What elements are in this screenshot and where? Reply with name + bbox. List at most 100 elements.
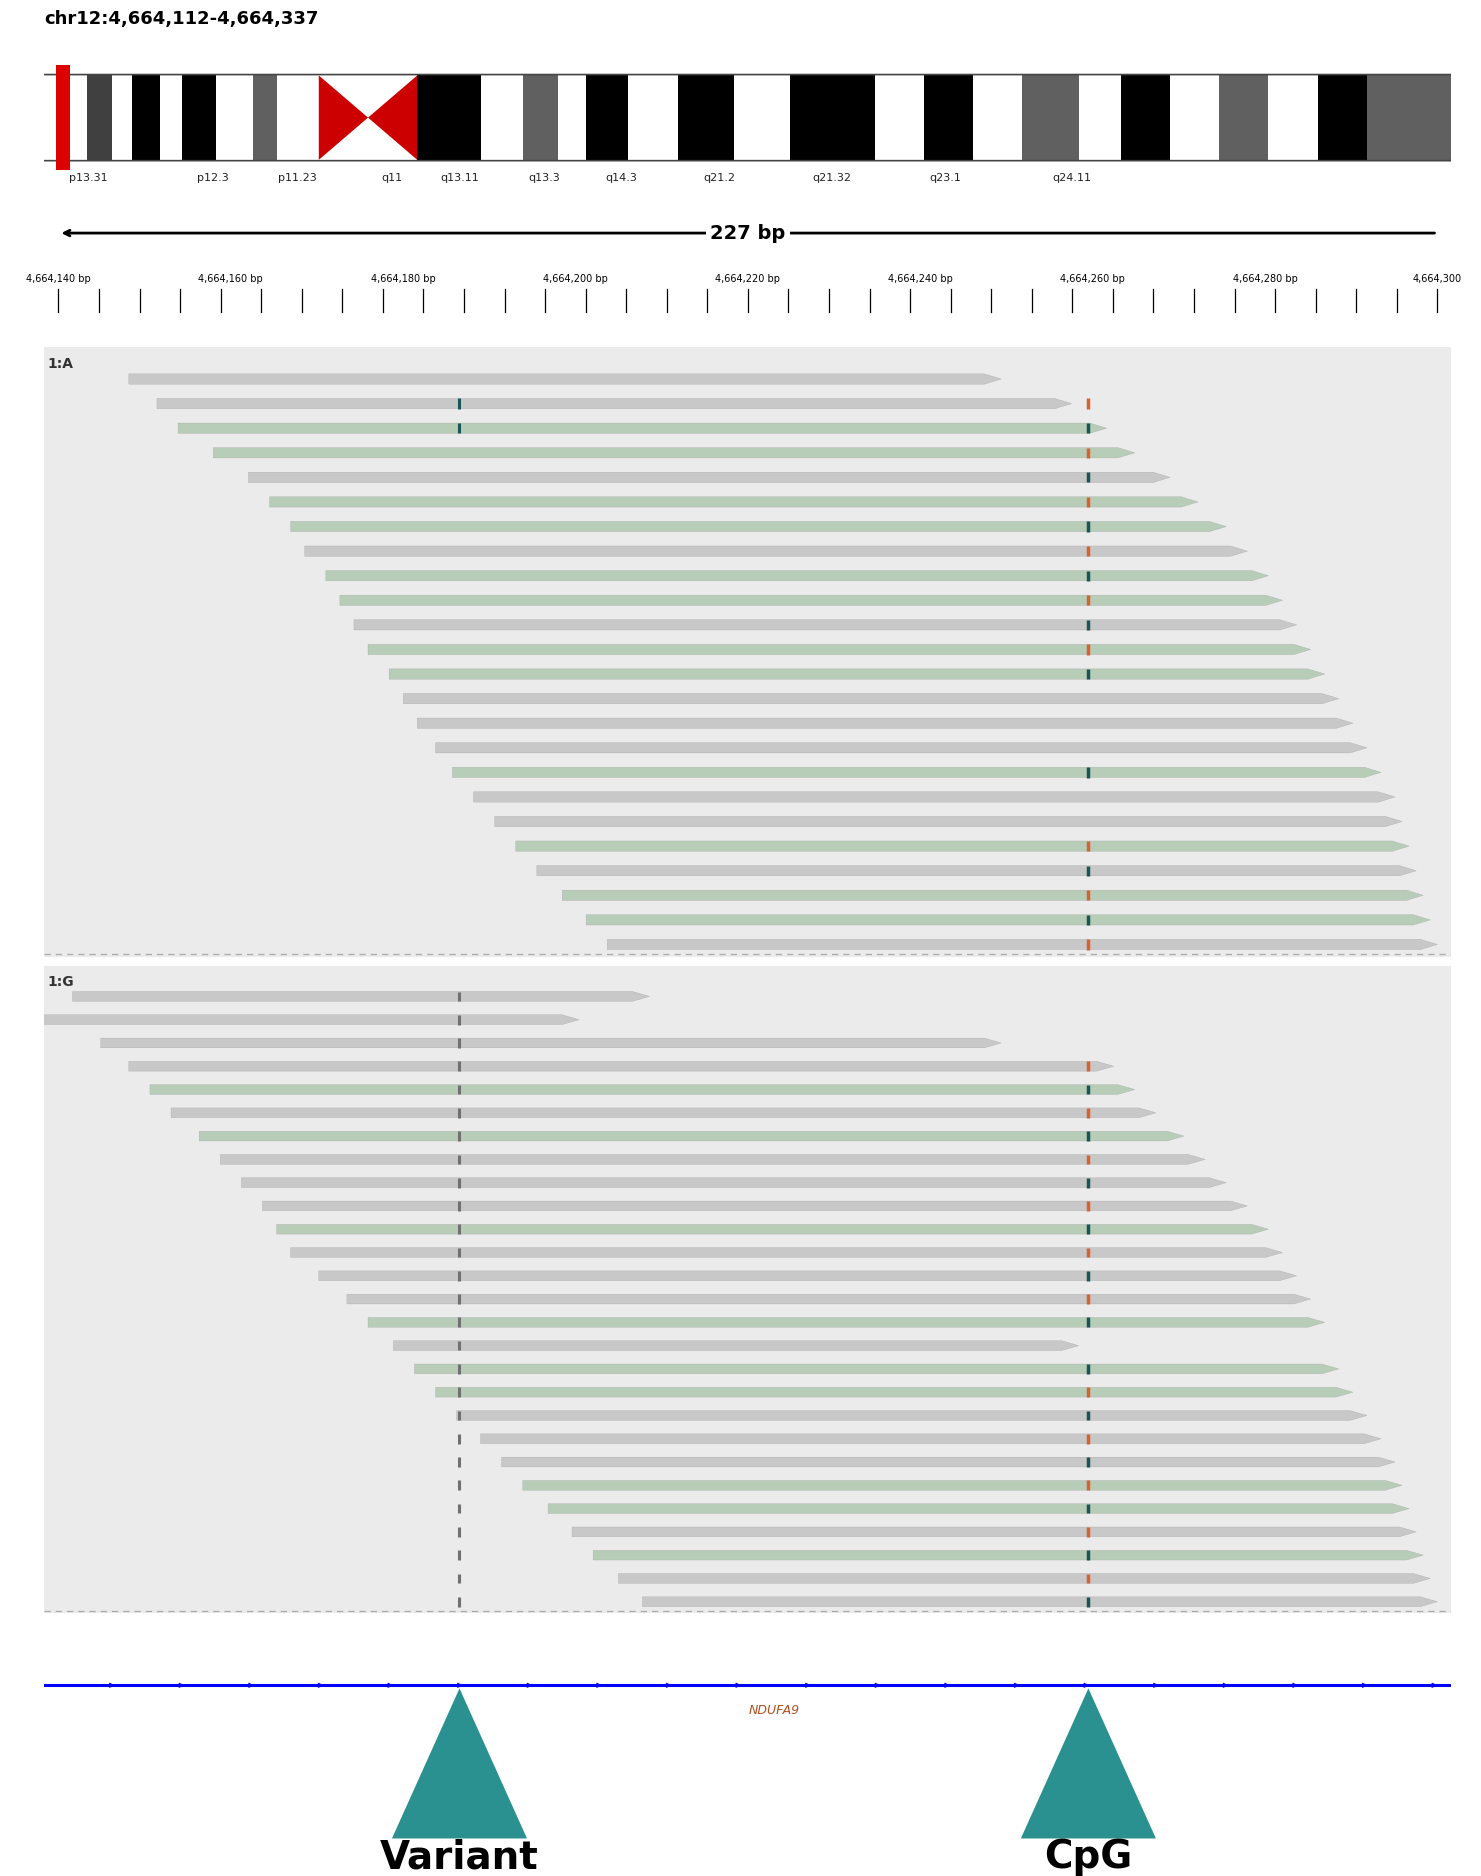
FancyArrow shape — [270, 497, 1198, 507]
Bar — [253, 75, 277, 159]
FancyArrow shape — [536, 865, 1416, 876]
Bar — [113, 75, 132, 159]
Bar — [44, 75, 86, 159]
Text: 4,664,200 bp: 4,664,200 bp — [544, 274, 609, 283]
FancyArrow shape — [435, 743, 1367, 752]
FancyArrow shape — [277, 1225, 1268, 1234]
FancyArrow shape — [170, 1109, 1155, 1118]
Text: 227 bp: 227 bp — [711, 223, 785, 242]
FancyArrow shape — [643, 1596, 1437, 1606]
FancyArrow shape — [415, 1364, 1339, 1373]
Polygon shape — [392, 1688, 527, 1838]
Bar — [86, 75, 113, 159]
Bar — [182, 75, 216, 159]
Text: 4,664,220 bp: 4,664,220 bp — [715, 274, 780, 283]
FancyArrow shape — [453, 767, 1380, 777]
FancyArrow shape — [354, 619, 1297, 630]
Text: q14.3: q14.3 — [606, 173, 637, 184]
Text: NDUFA9: NDUFA9 — [748, 1703, 800, 1717]
Text: 1:G: 1:G — [47, 976, 74, 989]
Bar — [1170, 75, 1219, 159]
Polygon shape — [318, 75, 367, 159]
FancyArrow shape — [249, 473, 1170, 482]
FancyArrow shape — [290, 1248, 1283, 1257]
Text: q13.11: q13.11 — [440, 173, 478, 184]
Polygon shape — [1020, 1688, 1155, 1838]
Text: 4,664,160 bp: 4,664,160 bp — [198, 274, 264, 283]
Text: CpG: CpG — [1044, 1838, 1133, 1876]
Bar — [1022, 75, 1078, 159]
Bar — [216, 75, 253, 159]
Text: 4,664,180 bp: 4,664,180 bp — [370, 274, 435, 283]
Text: p11.23: p11.23 — [278, 173, 317, 184]
FancyArrow shape — [73, 992, 649, 1002]
FancyArrow shape — [456, 1411, 1367, 1420]
Text: Variant: Variant — [381, 1838, 539, 1876]
FancyArrow shape — [481, 1433, 1380, 1445]
FancyArrow shape — [418, 719, 1354, 728]
Bar — [586, 75, 628, 159]
FancyArrow shape — [474, 792, 1395, 803]
FancyArrow shape — [435, 1388, 1354, 1398]
FancyArrow shape — [619, 1574, 1431, 1583]
FancyArrow shape — [403, 694, 1339, 704]
Bar — [1078, 75, 1121, 159]
FancyArrow shape — [129, 1062, 1114, 1071]
Bar — [924, 75, 973, 159]
FancyArrow shape — [592, 1550, 1423, 1561]
Bar — [677, 75, 735, 159]
FancyArrow shape — [101, 1037, 1001, 1049]
FancyArrow shape — [129, 373, 1001, 385]
Text: q11: q11 — [382, 173, 403, 184]
Text: 4,664,280 bp: 4,664,280 bp — [1232, 274, 1297, 283]
FancyArrow shape — [213, 448, 1134, 458]
Bar — [1318, 75, 1367, 159]
Bar — [973, 75, 1022, 159]
Text: 4,664,260 bp: 4,664,260 bp — [1060, 274, 1126, 283]
Text: q21.2: q21.2 — [703, 173, 736, 184]
FancyArrow shape — [563, 891, 1423, 900]
FancyArrow shape — [339, 595, 1283, 606]
Text: q13.3: q13.3 — [529, 173, 560, 184]
Text: 4,664,140 bp: 4,664,140 bp — [27, 274, 90, 283]
Text: q21.32: q21.32 — [813, 173, 852, 184]
FancyArrow shape — [586, 915, 1431, 925]
Text: q23.1: q23.1 — [929, 173, 961, 184]
Text: chr12:4,664,112-4,664,337: chr12:4,664,112-4,664,337 — [44, 9, 318, 28]
Text: 4,664,240 bp: 4,664,240 bp — [887, 274, 952, 283]
FancyArrow shape — [157, 398, 1071, 409]
FancyArrow shape — [241, 1178, 1226, 1188]
Bar — [1268, 75, 1318, 159]
Bar — [874, 75, 924, 159]
FancyArrow shape — [607, 940, 1437, 949]
Bar — [418, 75, 480, 159]
Polygon shape — [367, 75, 418, 159]
Bar — [1219, 75, 1268, 159]
FancyArrow shape — [150, 1084, 1134, 1094]
FancyArrow shape — [502, 1458, 1395, 1467]
Text: q24.11: q24.11 — [1052, 173, 1091, 184]
FancyArrow shape — [390, 670, 1325, 679]
Bar — [628, 75, 677, 159]
FancyArrow shape — [523, 1480, 1403, 1490]
Bar — [558, 75, 586, 159]
FancyArrow shape — [572, 1527, 1416, 1536]
FancyArrow shape — [290, 522, 1226, 531]
FancyArrow shape — [394, 1341, 1078, 1351]
FancyArrow shape — [367, 1317, 1325, 1326]
FancyArrow shape — [198, 1131, 1185, 1141]
Text: 1:A: 1:A — [47, 356, 73, 371]
Text: p13.31: p13.31 — [68, 173, 107, 184]
FancyArrow shape — [326, 570, 1268, 582]
FancyArrow shape — [347, 1294, 1311, 1304]
FancyArrow shape — [221, 1154, 1206, 1165]
FancyArrow shape — [367, 643, 1311, 655]
FancyArrow shape — [495, 816, 1403, 827]
Bar — [1121, 75, 1170, 159]
FancyArrow shape — [548, 1505, 1410, 1514]
Bar — [523, 75, 558, 159]
Bar — [160, 75, 182, 159]
FancyArrow shape — [515, 840, 1410, 852]
Bar — [733, 75, 789, 159]
Text: 4,664,300: 4,664,300 — [1413, 274, 1462, 283]
